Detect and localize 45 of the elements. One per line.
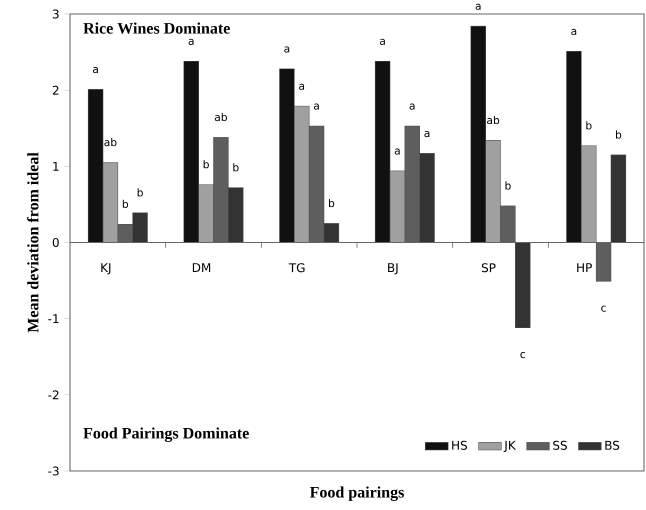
annotation: b [328,198,334,208]
y-tick-label: -2 [48,390,58,400]
annotation: a [92,67,98,74]
annotation: a [284,46,290,53]
legend-label: BS [605,440,620,450]
annotation: c [520,352,526,358]
annotation: a [299,84,304,90]
annotation: b [505,181,511,190]
annotation: b [122,200,128,208]
y-tick-label: 2 [52,86,58,95]
annotation: b [138,188,143,197]
x-tick-label: BJ [388,263,398,274]
annotation: ab [104,138,116,146]
y-tick-label: 3 [52,9,59,19]
x-axis-title: Food pairings [310,486,404,501]
annotation: b [616,130,622,139]
annotation: a [188,38,194,45]
x-tick-label: SP [482,263,496,272]
annotation: a [571,28,576,36]
text: a [476,4,481,10]
x-tick-label: KJ [101,263,110,274]
y-axis-title: Mean deviation from ideal [27,152,38,333]
annotation: b [204,160,209,168]
annotation: Rice Wines Dominate [83,22,230,34]
annotation: b [586,121,592,130]
annotation: a [314,104,319,110]
annotation: c [601,306,606,312]
legend-label: SS [553,440,567,450]
y-tick-label: 1 [53,162,58,171]
annotation: ab [487,116,500,124]
annotation: a [380,38,385,45]
y-tick-label: -3 [48,466,59,476]
legend-label: HS [452,440,468,450]
annotation: a [394,148,400,155]
legend-label: JK [504,440,516,452]
annotation: a [424,130,430,138]
y-tick-label: 0 [52,238,59,248]
annotation: ab [214,112,227,122]
annotation: b [233,163,239,172]
x-tick-label: TG [288,263,305,272]
annotation: a [410,104,415,110]
y-tick-label: -1 [48,314,58,324]
annotation: Food Pairings Dominate [83,427,249,442]
x-tick-label: DM [192,263,210,272]
x-tick-label: HP [577,263,592,272]
